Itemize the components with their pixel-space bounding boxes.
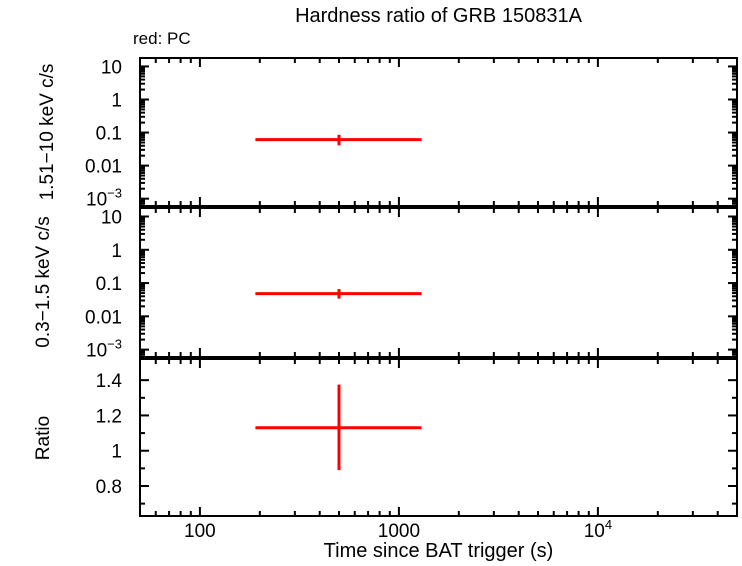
legend-mode-label: red: PC xyxy=(133,29,191,48)
y-tick-label: 0.1 xyxy=(96,274,122,295)
panel-frame-hard_band xyxy=(139,57,738,207)
y-tick-label: 10 xyxy=(101,57,122,78)
panel-frame-ratio xyxy=(139,358,738,517)
y-tick-label: 1 xyxy=(111,90,122,111)
chart-title: Hardness ratio of GRB 150831A xyxy=(295,5,582,27)
x-tick-label: 1000 xyxy=(378,521,420,542)
y-tick-label: 0.01 xyxy=(85,157,122,178)
y-tick-label: 0.01 xyxy=(85,307,122,328)
y-tick-label: 0.1 xyxy=(96,124,122,145)
y-tick-label: 10 xyxy=(101,207,122,228)
y-tick-label: 1.2 xyxy=(96,406,122,427)
y-tick-label: 10−3 xyxy=(86,337,122,362)
y-axis-label-ratio: Ratio xyxy=(33,415,54,461)
panel-frame-soft_band xyxy=(139,207,738,358)
x-tick-label: 100 xyxy=(184,521,216,542)
y-tick-label: 0.8 xyxy=(96,477,122,498)
y-tick-label: 1 xyxy=(111,442,122,463)
x-tick-label: 104 xyxy=(584,517,612,542)
y-tick-label: 1 xyxy=(111,241,122,262)
y-tick-label: 10−3 xyxy=(86,186,122,211)
x-axis-label: Time since BAT trigger (s) xyxy=(323,540,554,562)
y-tick-label: 1.4 xyxy=(96,371,123,392)
